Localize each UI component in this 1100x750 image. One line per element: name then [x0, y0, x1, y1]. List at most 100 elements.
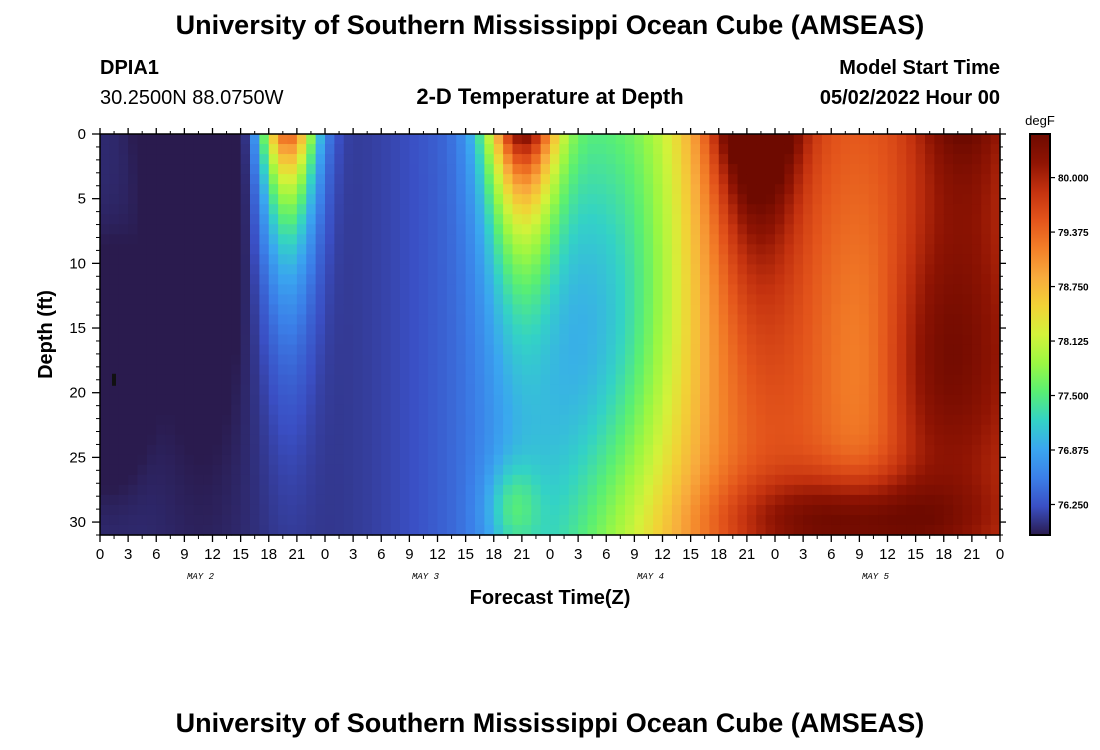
heatmap-cell [737, 424, 748, 436]
heatmap-cell [990, 414, 1001, 426]
heatmap-cell [465, 384, 476, 396]
heatmap-cell [371, 494, 382, 506]
heatmap-cell [840, 444, 851, 456]
heatmap-cell [240, 384, 251, 396]
heatmap-cell [971, 474, 982, 486]
heatmap-cell [390, 204, 401, 215]
heatmap-cell [981, 244, 992, 255]
heatmap-cell [784, 244, 795, 255]
heatmap-cell [221, 524, 232, 536]
heatmap-cell [315, 474, 326, 486]
heatmap-cell [521, 524, 532, 536]
heatmap-cell [878, 134, 889, 145]
heatmap-cell [878, 474, 889, 486]
heatmap-cell [943, 444, 954, 456]
heatmap-cell [109, 444, 120, 456]
heatmap-cell [240, 134, 251, 145]
heatmap-cell [287, 354, 298, 366]
heatmap-cell [306, 424, 317, 436]
heatmap-cell [643, 424, 654, 436]
heatmap-cell [540, 134, 551, 145]
heatmap-cell [587, 204, 598, 215]
heatmap-cell [887, 264, 898, 275]
heatmap-cell [100, 224, 110, 235]
heatmap-cell [915, 394, 926, 406]
heatmap-cell [184, 424, 195, 436]
heatmap-cell [390, 294, 401, 306]
heatmap-cell [128, 144, 139, 155]
heatmap-cell [728, 464, 739, 476]
heatmap-cell [184, 494, 195, 506]
heatmap-cell [203, 524, 214, 536]
heatmap-cell [400, 344, 410, 356]
heatmap-cell [231, 294, 242, 306]
heatmap-cell [568, 504, 579, 516]
heatmap-cell [840, 204, 851, 215]
heatmap-cell [400, 334, 410, 346]
heatmap-cell [887, 314, 898, 326]
heatmap-cell [840, 314, 851, 326]
heatmap-cell [840, 244, 851, 255]
heatmap-cell [568, 274, 579, 285]
heatmap-cell [437, 294, 448, 306]
heatmap-cell [671, 404, 682, 416]
heatmap-cell [812, 294, 823, 306]
heatmap-cell [503, 284, 514, 296]
heatmap-cell [634, 314, 645, 326]
heatmap-cell [268, 514, 279, 526]
heatmap-cell [812, 454, 823, 466]
heatmap-cell [128, 424, 139, 436]
heatmap-cell [775, 514, 785, 526]
heatmap-cell [981, 284, 992, 296]
heatmap-cell [559, 184, 570, 195]
heatmap-cell [793, 194, 804, 205]
heatmap-cell [625, 194, 635, 205]
heatmap-cell [840, 194, 851, 205]
heatmap-cell [718, 324, 729, 336]
heatmap-cell [653, 424, 664, 436]
heatmap-cell [231, 304, 242, 316]
heatmap-cell [934, 174, 945, 185]
heatmap-cell [559, 134, 570, 145]
heatmap-cell [653, 484, 664, 496]
heatmap-cell [353, 394, 364, 406]
heatmap-cell [793, 284, 804, 296]
heatmap-cell [587, 484, 598, 496]
heatmap-cell [746, 494, 757, 506]
heatmap-cell [953, 484, 964, 496]
heatmap-cell [212, 214, 223, 225]
heatmap-cell [531, 484, 542, 496]
heatmap-cell [381, 314, 392, 326]
heatmap-cell [184, 194, 195, 205]
heatmap-cell [315, 314, 326, 326]
heatmap-cell [550, 174, 560, 185]
heatmap-cell [953, 514, 964, 526]
heatmap-cell [437, 344, 448, 356]
heatmap-cell [943, 304, 954, 316]
heatmap-cell [203, 474, 214, 486]
heatmap-cell [184, 354, 195, 366]
heatmap-cell [812, 464, 823, 476]
heatmap-cell [803, 484, 814, 496]
heatmap-cell [353, 174, 364, 185]
heatmap-cell [278, 424, 289, 436]
heatmap-cell [934, 264, 945, 275]
heatmap-cell [465, 324, 476, 336]
heatmap-cell [371, 164, 382, 175]
heatmap-cell [146, 184, 157, 195]
heatmap-cell [221, 234, 232, 245]
heatmap-cell [137, 214, 148, 225]
heatmap-cell [531, 284, 542, 296]
heatmap-cell [165, 284, 176, 296]
heatmap-cell [118, 164, 129, 175]
heatmap-cell [568, 384, 579, 396]
heatmap-cell [100, 334, 110, 346]
heatmap-cell [400, 164, 410, 175]
heatmap-cell [868, 324, 879, 336]
heatmap-cell [493, 194, 504, 205]
heatmap-cell [212, 444, 223, 456]
heatmap-cell [381, 284, 392, 296]
heatmap-cell [906, 484, 917, 496]
heatmap-cell [371, 404, 382, 416]
heatmap-cell [250, 384, 260, 396]
